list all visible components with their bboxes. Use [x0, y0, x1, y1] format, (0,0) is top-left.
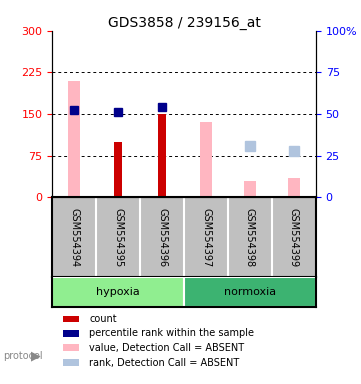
Text: GSM554394: GSM554394	[69, 208, 79, 267]
Bar	[63, 316, 79, 322]
Text: GSM554396: GSM554396	[157, 208, 167, 267]
Bar	[200, 122, 212, 197]
Text: ▶: ▶	[31, 349, 40, 362]
Bar	[158, 114, 166, 197]
Title: GDS3858 / 239156_at: GDS3858 / 239156_at	[108, 16, 261, 30]
Text: GSM554399: GSM554399	[289, 208, 299, 267]
Bar	[63, 330, 79, 336]
Bar	[114, 142, 122, 197]
Bar	[288, 178, 300, 197]
Text: protocol: protocol	[4, 351, 43, 361]
Text: hypoxia: hypoxia	[96, 287, 140, 297]
Bar	[184, 277, 316, 307]
Text: GSM554397: GSM554397	[201, 208, 211, 267]
Text: percentile rank within the sample: percentile rank within the sample	[89, 328, 254, 338]
Text: GSM554398: GSM554398	[245, 208, 255, 267]
Bar	[52, 277, 184, 307]
Text: count: count	[89, 314, 117, 324]
Text: rank, Detection Call = ABSENT: rank, Detection Call = ABSENT	[89, 358, 239, 367]
Bar	[244, 180, 256, 197]
Text: value, Detection Call = ABSENT: value, Detection Call = ABSENT	[89, 343, 244, 353]
Text: normoxia: normoxia	[224, 287, 276, 297]
Bar	[63, 344, 79, 351]
Bar	[68, 81, 81, 197]
Text: GSM554395: GSM554395	[113, 208, 123, 267]
Bar	[63, 359, 79, 366]
